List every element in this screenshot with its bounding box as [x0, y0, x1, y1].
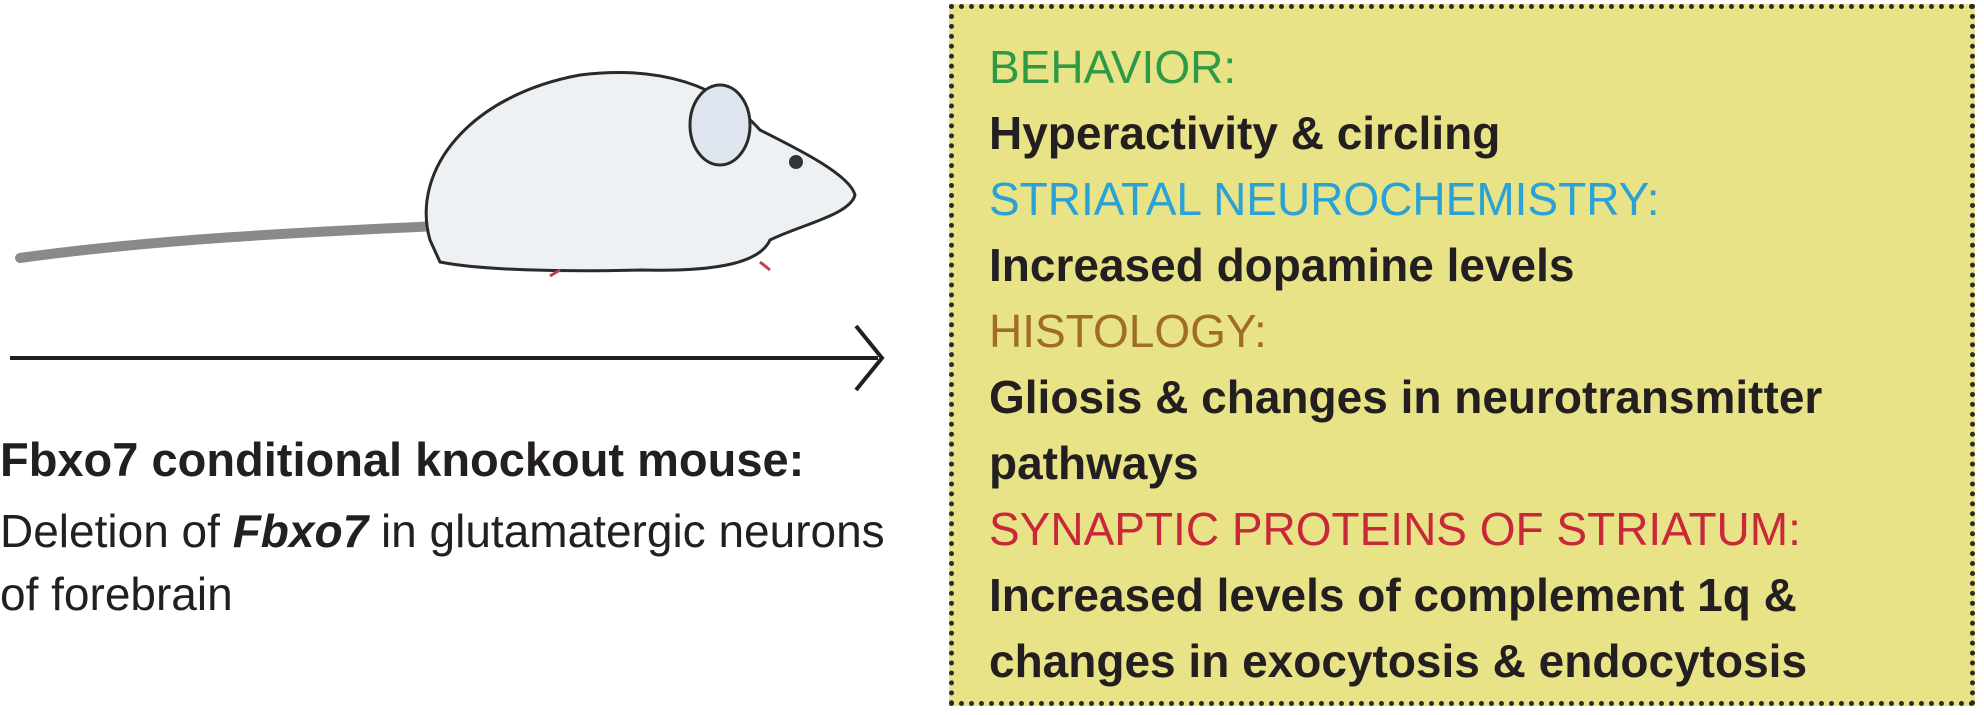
finding-heading: BEHAVIOR:: [989, 41, 1237, 93]
finding-heading: HISTOLOGY:: [989, 305, 1267, 357]
desc-text: in glutamatergic neurons of forebrain: [0, 505, 885, 620]
arrow-head: [854, 324, 885, 392]
mouse-tail: [15, 221, 445, 263]
mouse-and-arrow: [10, 71, 885, 392]
mouse-feet: [549, 260, 771, 278]
mouse-ear: [688, 83, 752, 167]
findings-list: BEHAVIOR: Hyperactivity & circling STRIATA…: [989, 34, 1964, 694]
caption-description: Deletion of Fbxo7 in glutamatergic neuro…: [0, 500, 900, 626]
finding-text: Gliosis & changes in neurotransmitter pa…: [989, 371, 1823, 489]
desc-text: Deletion of: [0, 505, 233, 557]
mouse-body: [424, 71, 857, 273]
finding-text: Increased levels of complement 1q & chan…: [989, 569, 1808, 687]
mouse-eye: [789, 155, 803, 169]
finding-heading: STRIATAL NEUROCHEMISTRY:: [989, 173, 1660, 225]
finding-text: Hyperactivity & circling: [989, 107, 1501, 159]
caption-title: Fbxo7 conditional knockout mouse:: [0, 433, 805, 486]
finding-heading: SYNAPTIC PROTEINS OF STRIATUM:: [989, 503, 1801, 555]
finding-text: Increased dopamine levels: [989, 239, 1575, 291]
gene-name: Fbxo7: [232, 505, 369, 557]
findings-box: [949, 4, 1975, 706]
